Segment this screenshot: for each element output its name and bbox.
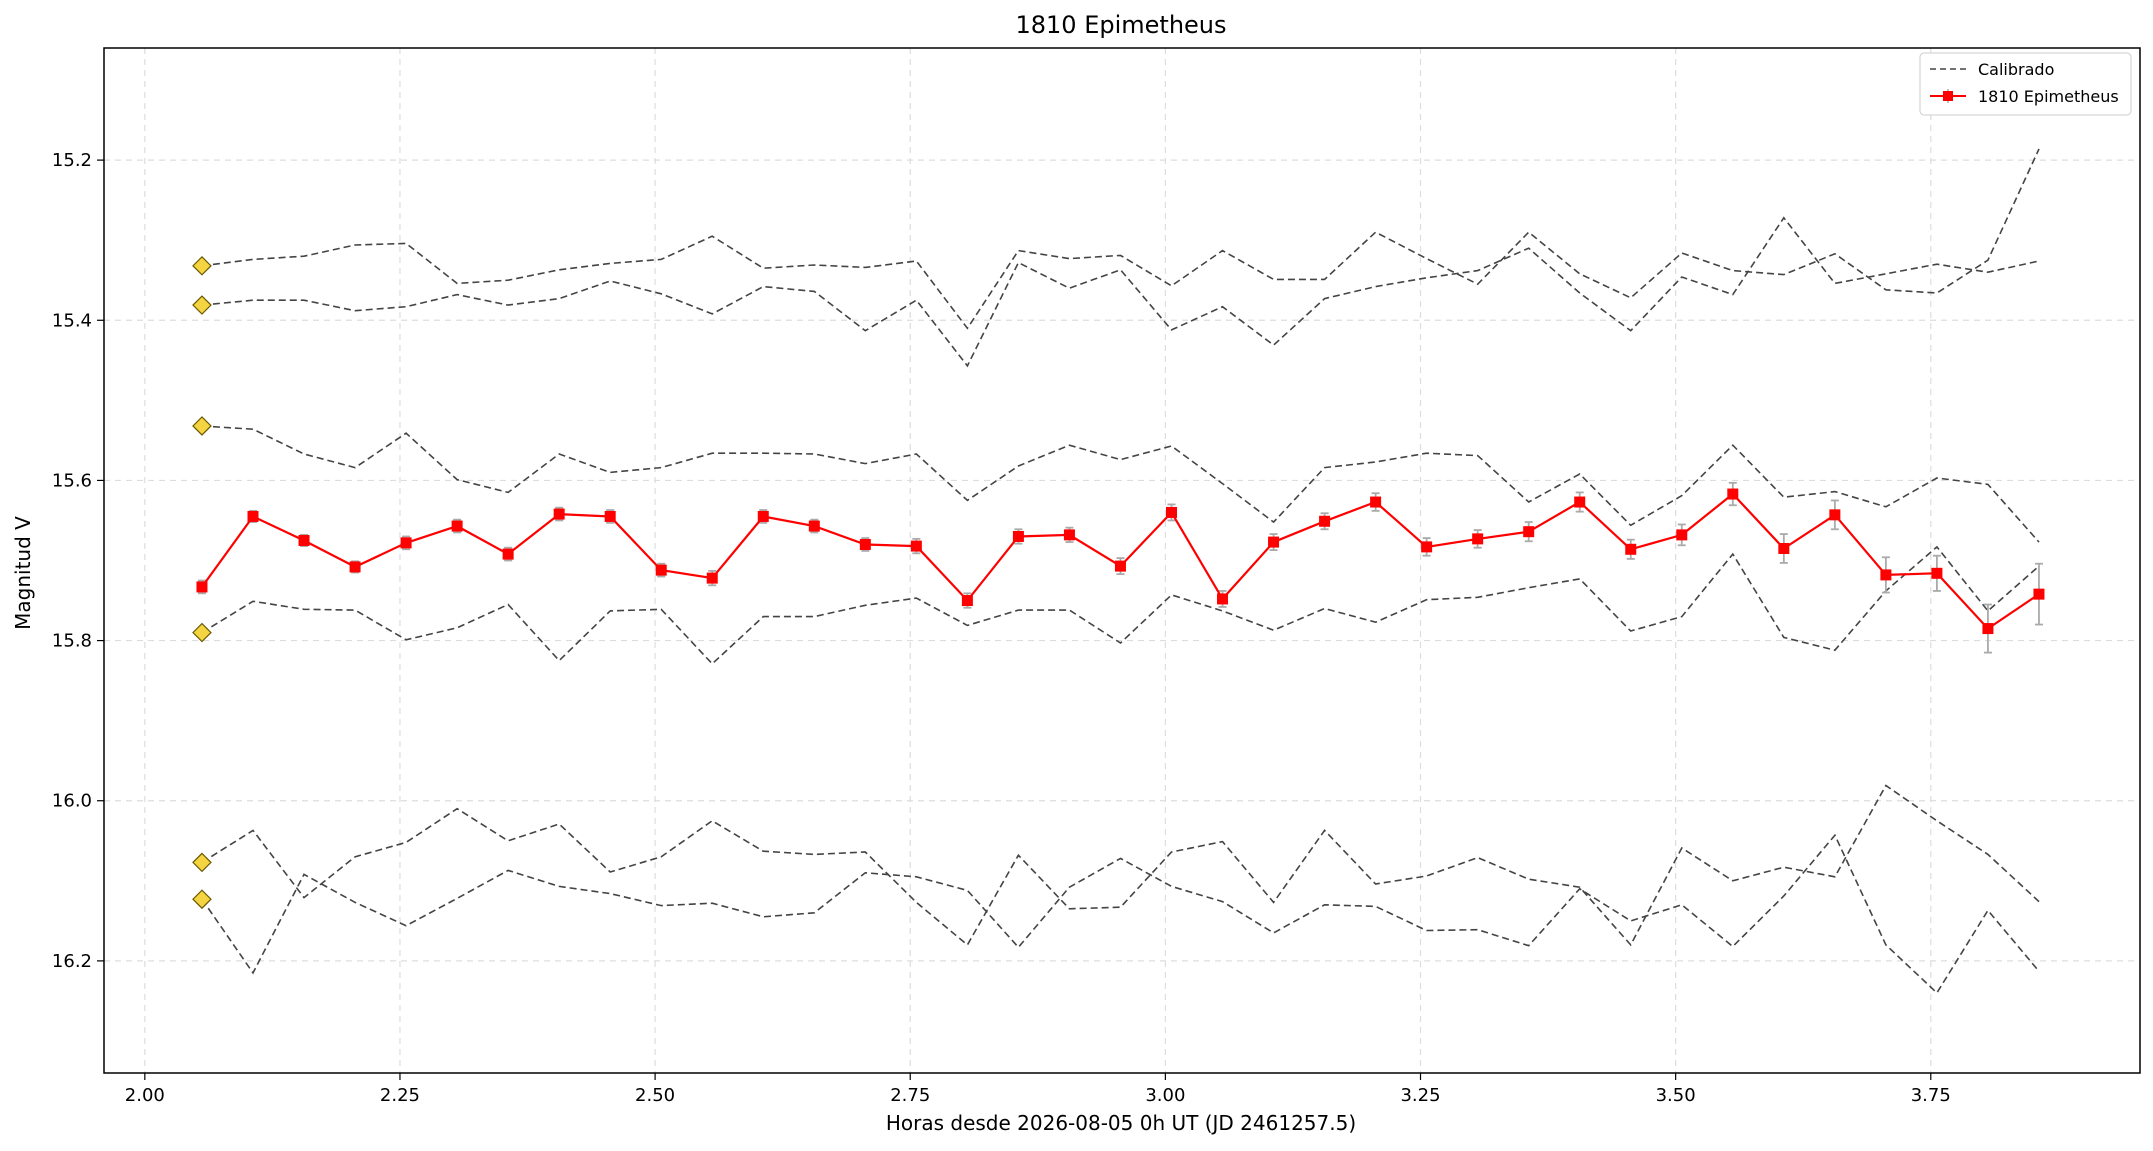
calibrated-series xyxy=(201,148,2040,995)
y-tick-label: 15.8 xyxy=(52,631,92,652)
target-point xyxy=(247,510,259,522)
x-axis-label: Horas desde 2026-08-05 0h UT (JD 2461257… xyxy=(886,1111,1356,1135)
calibrated-line xyxy=(201,545,2040,665)
target-point xyxy=(1114,560,1126,572)
target-point xyxy=(1676,529,1688,541)
target-point xyxy=(451,520,463,532)
target-point xyxy=(2033,588,2045,600)
reference-star-marker xyxy=(192,852,212,873)
x-tick-label: 2.00 xyxy=(125,1085,165,1106)
target-point xyxy=(1472,533,1484,545)
target-point xyxy=(910,540,922,552)
grid xyxy=(104,48,2140,1073)
x-tick-label: 3.75 xyxy=(1911,1085,1951,1106)
target-point xyxy=(298,534,310,546)
axis-ticks: 2.00 2.25 2.50 2.75 3.00 3.25 3.50 3.75 15.2 15.4… xyxy=(52,150,1951,1106)
target-point xyxy=(1829,509,1841,521)
target-point xyxy=(1217,593,1229,605)
calibrated-line xyxy=(201,216,2040,368)
reference-star-marker xyxy=(192,295,212,315)
target-point xyxy=(1727,488,1739,500)
target-point xyxy=(1625,543,1637,555)
target-point xyxy=(349,561,361,573)
target-point xyxy=(196,581,208,593)
target-point xyxy=(1370,496,1382,508)
target-point xyxy=(1319,515,1331,527)
target-point xyxy=(1523,526,1535,538)
x-tick-label: 2.75 xyxy=(890,1085,930,1106)
target-point xyxy=(1165,506,1177,518)
reference-star-marker xyxy=(192,255,212,276)
target-point xyxy=(1982,623,1994,635)
target-point xyxy=(1268,536,1280,548)
target-point xyxy=(1574,496,1586,508)
y-axis-label: Magnitud V xyxy=(11,516,35,630)
target-point xyxy=(1421,541,1433,553)
target-point xyxy=(604,510,616,522)
x-tick-label: 2.50 xyxy=(635,1085,675,1106)
calibrated-line xyxy=(201,833,2040,995)
target-point xyxy=(808,520,820,532)
target-point xyxy=(400,537,412,549)
target-point xyxy=(553,508,565,520)
legend-box xyxy=(1919,52,2132,116)
target-point xyxy=(706,572,718,584)
target-series xyxy=(196,481,2045,654)
x-tick-label: 3.00 xyxy=(1145,1085,1185,1106)
plot-frame xyxy=(103,47,2141,1074)
calibrated-line xyxy=(201,425,2040,543)
calibrated-line xyxy=(201,784,2040,947)
reference-star-marker xyxy=(192,622,212,643)
x-tick-label: 3.50 xyxy=(1656,1085,1696,1106)
calibrated-line xyxy=(201,148,2040,330)
reference-star-marker xyxy=(192,889,212,910)
reference-star-marker xyxy=(192,416,212,436)
legend-calibrated-label: Calibrado xyxy=(1978,60,2054,79)
chart-title: 1810 Epimetheus xyxy=(1015,11,1226,39)
target-point xyxy=(1063,529,1075,541)
y-tick-label: 15.2 xyxy=(52,150,92,171)
y-tick-label: 16.0 xyxy=(52,791,92,812)
x-tick-label: 2.25 xyxy=(380,1085,420,1106)
target-point xyxy=(655,564,667,576)
target-point xyxy=(1012,530,1024,542)
y-tick-label: 16.2 xyxy=(52,951,92,972)
legend-target-label: 1810 Epimetheus xyxy=(1978,87,2119,106)
target-point xyxy=(1778,542,1790,554)
target-point xyxy=(1880,569,1892,581)
target-point xyxy=(757,510,769,522)
legend: Calibrado 1810 Epimetheus xyxy=(1919,52,2132,116)
legend-target-marker xyxy=(1943,91,1953,101)
target-point xyxy=(859,538,871,550)
x-tick-label: 3.25 xyxy=(1400,1085,1440,1106)
target-point xyxy=(1931,567,1943,579)
reference-markers xyxy=(192,255,212,910)
target-point xyxy=(961,595,973,607)
target-point xyxy=(502,548,514,560)
y-tick-label: 15.4 xyxy=(52,310,92,331)
y-tick-label: 15.6 xyxy=(52,470,92,491)
